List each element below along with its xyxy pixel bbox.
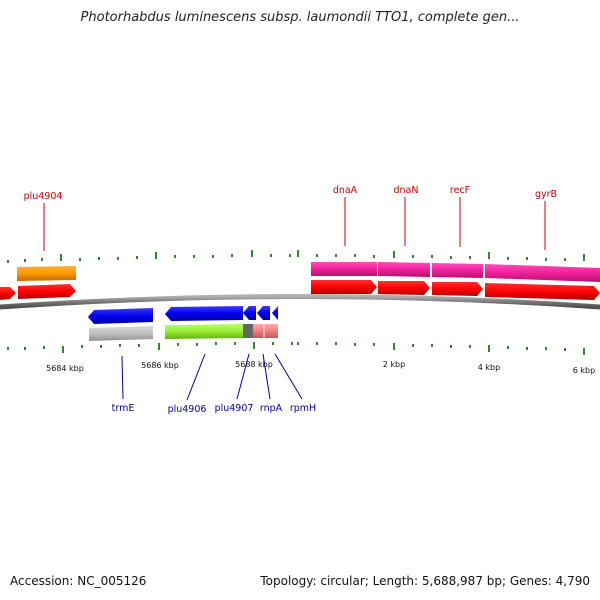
- forward-label-leaders: [43, 197, 546, 251]
- gene-gyrB-pink[interactable]: [485, 264, 600, 282]
- label-dnaN[interactable]: dnaN: [394, 185, 419, 196]
- topology-summary-text: Topology: circular; Length: 5,688,987 bp…: [260, 574, 590, 588]
- gene-orange-feature[interactable]: [17, 266, 76, 281]
- label-trmE[interactable]: trmE: [112, 403, 135, 414]
- scale-label-4kbp: 4 kbp: [478, 363, 500, 372]
- scale-labels: 5684 kbp 5686 kbp 5688 kbp 2 kbp 4 kbp 6…: [46, 360, 595, 375]
- reverse-label-leaders: [121, 353, 303, 401]
- gene-rpmH-arrow[interactable]: [272, 306, 278, 320]
- upper-tick-marks: [7, 250, 585, 263]
- accession-text: Accession: NC_005126: [10, 574, 147, 588]
- label-recF[interactable]: recF: [450, 185, 470, 196]
- label-dnaA[interactable]: dnaA: [333, 185, 358, 196]
- gene-dnaN-pink[interactable]: [378, 262, 430, 277]
- reverse-features-row1: [88, 306, 278, 324]
- gene-trmE-arrow[interactable]: [88, 308, 153, 324]
- reverse-gene-labels: trmE plu4906 plu4907 rnpA rpmH: [112, 403, 317, 415]
- forward-features-row1: [17, 262, 600, 282]
- gene-plu4907-arrow[interactable]: [243, 306, 256, 320]
- scale-label-2kbp: 2 kbp: [383, 360, 405, 369]
- lower-tick-marks: [7, 342, 585, 355]
- scale-label-6kbp: 6 kbp: [573, 366, 595, 375]
- gene-rnpA-salmon[interactable]: [253, 324, 278, 338]
- gene-plu4906-green[interactable]: [165, 324, 243, 339]
- gene-gyrB-arrow[interactable]: [485, 283, 600, 300]
- genome-backbone: [0, 294, 600, 310]
- gene-dnaN-arrow[interactable]: [378, 281, 430, 295]
- reverse-features-row2: [89, 324, 278, 341]
- label-plu4904[interactable]: plu4904: [24, 191, 63, 202]
- scale-label-5684: 5684 kbp: [46, 364, 84, 373]
- map-title: Photorhabdus luminescens subsp. laumondi…: [80, 10, 520, 25]
- label-rpmH[interactable]: rpmH: [290, 403, 316, 414]
- label-rnpA[interactable]: rnpA: [260, 403, 283, 414]
- gene-left-edge-arrow[interactable]: [0, 287, 16, 300]
- scale-label-5686: 5686 kbp: [141, 361, 179, 370]
- forward-gene-labels: plu4904 dnaA dnaN recF gyrB: [24, 185, 557, 202]
- scale-label-5688: 5688 kbp: [235, 360, 273, 369]
- gene-plu4906-arrow[interactable]: [165, 306, 243, 321]
- gene-plu4904-arrow[interactable]: [18, 284, 76, 299]
- gene-rnpA-arrow[interactable]: [257, 306, 270, 320]
- label-plu4906[interactable]: plu4906: [168, 404, 207, 415]
- gene-trmE-gray[interactable]: [89, 326, 153, 341]
- label-gyrB[interactable]: gyrB: [535, 189, 557, 200]
- gene-dnaA-arrow[interactable]: [311, 280, 377, 294]
- gene-recF-arrow[interactable]: [432, 282, 483, 296]
- gene-recF-pink[interactable]: [432, 263, 483, 278]
- forward-features-row2: [0, 280, 600, 300]
- gene-dnaA-pink[interactable]: [311, 262, 377, 276]
- label-plu4907[interactable]: plu4907: [215, 403, 254, 414]
- gene-plu4907-darkgray[interactable]: [243, 324, 253, 338]
